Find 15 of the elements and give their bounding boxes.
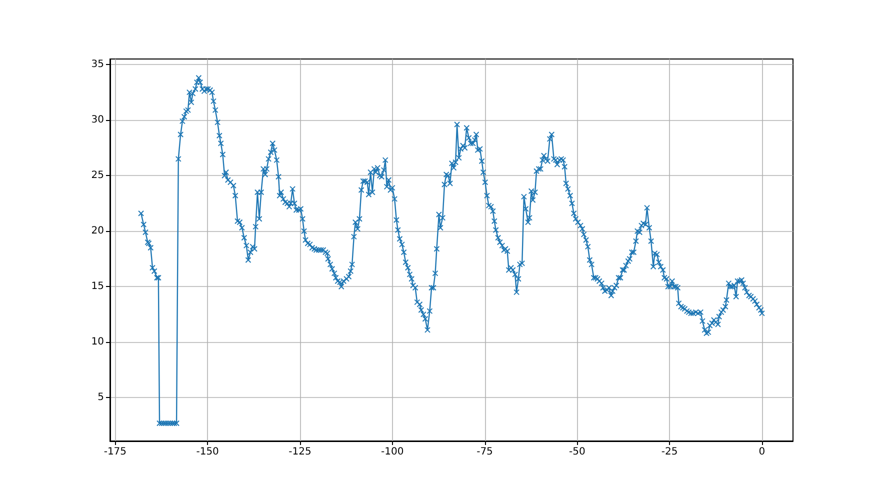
x-tick-label: -150 xyxy=(196,446,219,458)
y-tick-label: 30 xyxy=(91,114,104,126)
y-tick-label: 5 xyxy=(98,392,104,404)
x-tick-label: -25 xyxy=(661,446,678,458)
x-tick-label: -75 xyxy=(476,446,493,458)
y-tick-label: 25 xyxy=(91,170,104,182)
y-tick-label: 15 xyxy=(91,281,104,292)
x-tick-label: -175 xyxy=(104,446,127,458)
y-tick-label: 20 xyxy=(91,226,104,237)
x-tick-label: -50 xyxy=(568,446,586,458)
y-tick-label: 35 xyxy=(91,59,104,70)
x-tick-label: -125 xyxy=(288,446,312,458)
x-tick-label: -100 xyxy=(381,446,404,458)
x-tick-label: 0 xyxy=(758,446,766,458)
y-tick-label: 10 xyxy=(91,336,104,348)
